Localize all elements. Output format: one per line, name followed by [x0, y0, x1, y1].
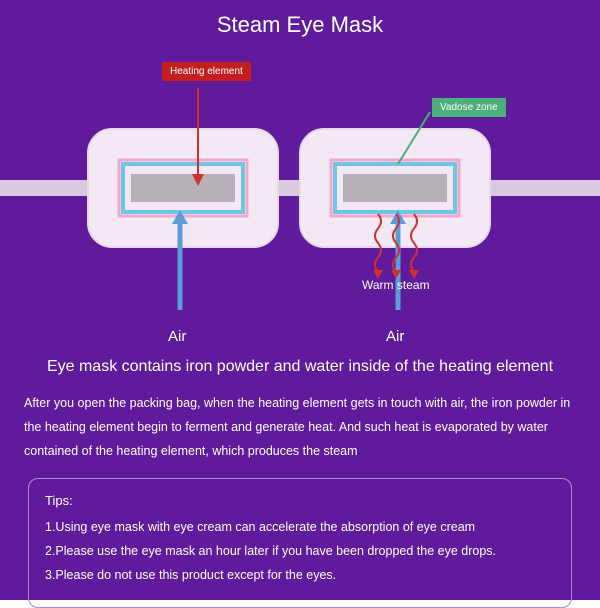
heating-element-label: Heating element: [162, 62, 251, 81]
tips-line: 1.Using eye mask with eye cream can acce…: [45, 516, 555, 540]
vadose-zone-label: Vadose zone: [432, 98, 506, 117]
inner-gray-left: [131, 174, 235, 202]
warm-steam-label: Warm steam: [362, 278, 430, 292]
body-text: After you open the packing bag, when the…: [24, 392, 576, 463]
inner-gray-right: [343, 174, 447, 202]
air-label-left: Air: [168, 328, 186, 345]
tips-line: 2.Please use the eye mask an hour later …: [45, 540, 555, 564]
tips-line: 3.Please do not use this product except …: [45, 564, 555, 588]
tips-box: Tips: 1.Using eye mask with eye cream ca…: [28, 478, 572, 608]
tips-title: Tips:: [45, 493, 555, 508]
mask-diagram: [0, 40, 600, 350]
page-title: Steam Eye Mask: [0, 12, 600, 38]
air-label-right: Air: [386, 328, 404, 345]
subtitle: Eye mask contains iron powder and water …: [0, 358, 600, 376]
